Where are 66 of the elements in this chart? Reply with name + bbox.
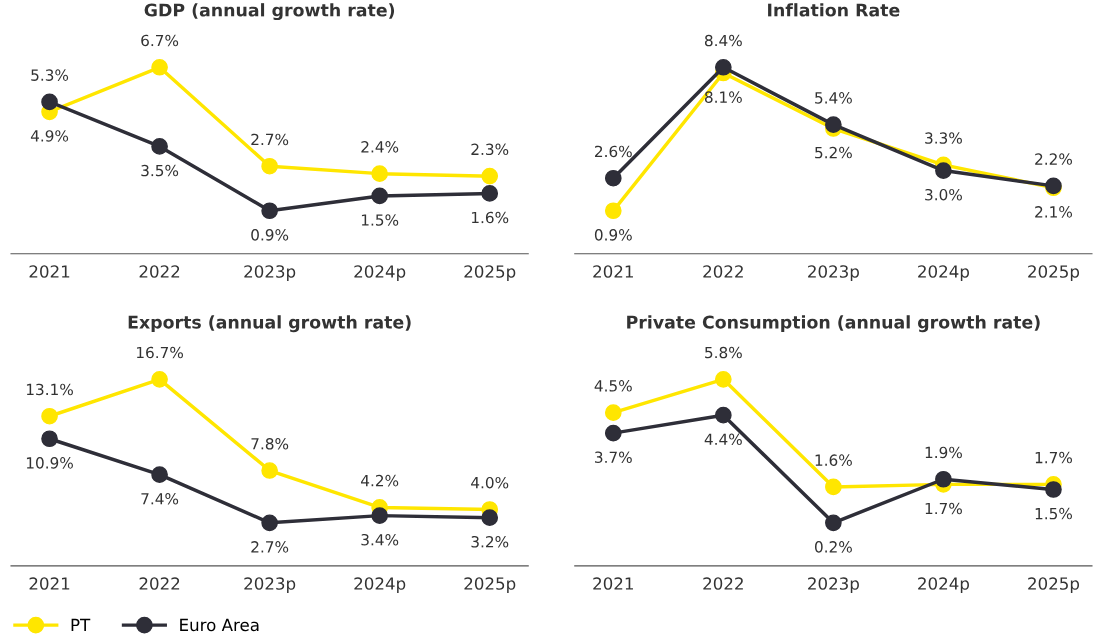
data-label: 2.1% [1035,206,1073,218]
x-tick-label: 2025p [464,265,516,282]
x-tick-label: 2025p [1028,577,1080,594]
data-label: 1.7% [925,502,962,515]
x-tick-label: 2023p [808,265,859,282]
data-label: 1.6% [471,211,509,224]
data-label: 2.3% [471,143,509,156]
data-label: 2.2% [1035,153,1073,165]
data-label: 5.2% [815,146,852,159]
x-tick-label: 2023p [808,577,859,594]
data-label: 4.9% [30,130,69,142]
data-label: 8.4% [704,34,742,47]
data-label: 6.7% [141,34,179,47]
x-tick-label: 2024p [354,577,406,594]
data-label: 1.7% [1035,451,1073,464]
data-label: 0.9% [594,229,632,241]
data-label: 2.6% [595,145,632,158]
x-tick-label: 2024p [918,577,969,594]
data-label: 0.9% [251,229,289,241]
x-tick-label: 2022 [139,265,180,278]
data-label: 1.6% [815,454,852,466]
data-label: 5.8% [705,346,742,359]
data-label: 5.3% [31,69,69,81]
data-label: 3.2% [471,536,509,548]
data-label: 1.5% [361,214,399,226]
x-tick-label: 2025p [1028,265,1080,282]
data-label: 3.0% [925,188,962,201]
x-tick-label: 2021 [29,265,70,278]
x-tick-label: 2024p [354,265,406,282]
data-label: 4.5% [594,380,632,392]
x-tick-label: 2021 [593,577,633,590]
x-tick-label: 2023p [244,577,296,594]
chart-title: GDP (annual growth rate) [144,3,395,21]
data-label: 3.4% [361,533,399,546]
data-label: 1.9% [925,446,962,459]
data-label: 2.7% [251,133,289,146]
data-label: 2.4% [361,141,399,153]
x-tick-label: 2022 [703,577,743,590]
data-label: 10.9% [26,457,73,469]
x-tick-label: 2021 [29,577,70,590]
data-label: 3.3% [925,132,962,144]
data-label: 4.0% [471,476,509,489]
data-label: 7.4% [141,492,179,505]
data-label: 3.5% [141,164,179,177]
legend-label: Euro Area [180,618,259,632]
data-label: 3.7% [595,451,632,464]
data-label: 7.8% [251,437,289,450]
data-label: 4.2% [361,474,399,487]
data-label: 0.2% [814,541,852,553]
data-label: 5.4% [815,92,852,104]
data-label: 4.4% [704,433,742,446]
legend-label: PT [71,618,91,631]
data-label: 1.5% [1035,507,1073,520]
x-tick-label: 2022 [703,265,743,278]
x-tick-label: 2023p [244,265,296,282]
x-tick-label: 2022 [139,577,180,590]
chart-title: Inflation Rate [768,3,900,17]
data-label: 8.1% [704,91,742,103]
chart-title: Exports (annual growth rate) [128,315,411,333]
x-tick-label: 2021 [593,265,633,278]
data-label: 2.7% [251,541,289,553]
x-tick-label: 2024p [918,265,969,282]
data-label: 16.7% [137,346,184,359]
data-label: 13.1% [26,383,73,396]
x-tick-label: 2025p [464,577,516,594]
chart-title: Private Consumption (annual growth rate) [627,315,1040,333]
